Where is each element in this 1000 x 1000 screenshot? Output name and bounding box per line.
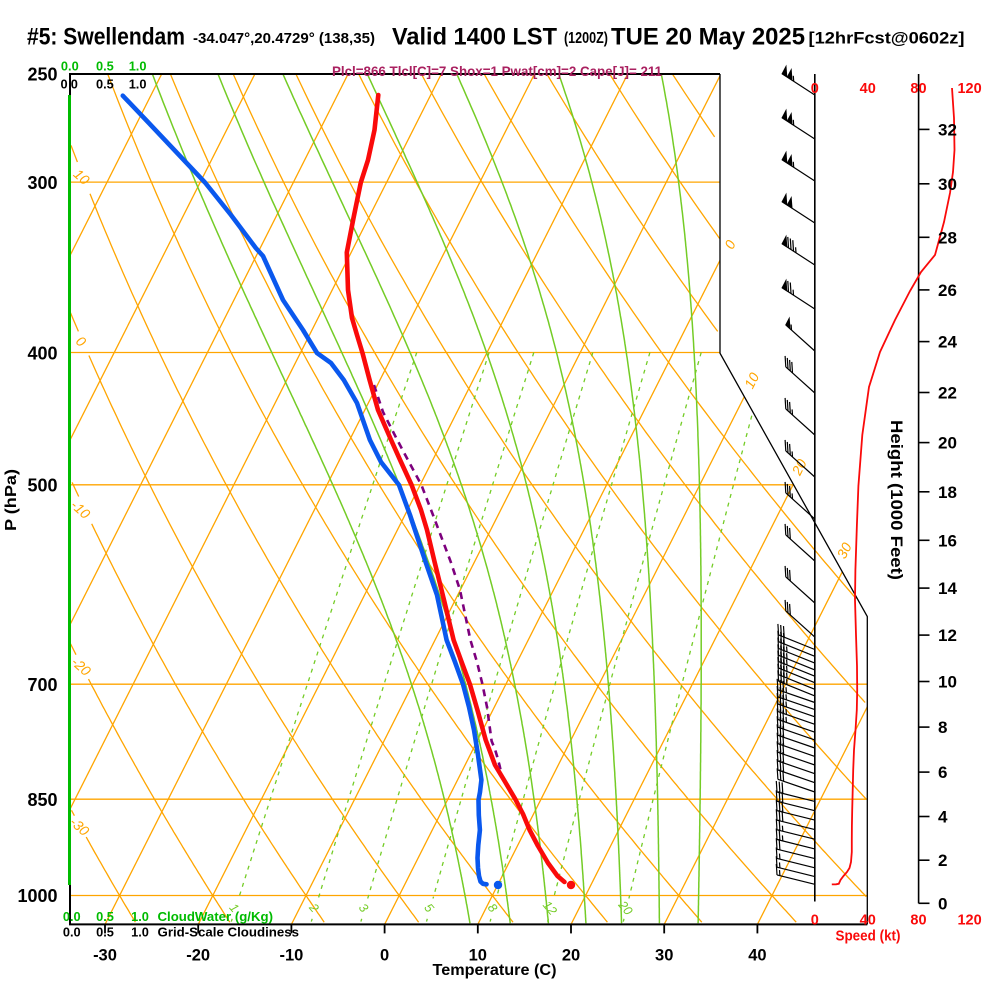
svg-text:2: 2	[938, 851, 947, 870]
svg-text:26: 26	[938, 281, 957, 300]
svg-text:0: 0	[811, 81, 819, 97]
svg-text:20: 20	[562, 947, 580, 965]
svg-text:120: 120	[957, 81, 981, 97]
svg-text:Temperature (C): Temperature (C)	[433, 962, 557, 979]
svg-text:-20: -20	[186, 947, 210, 965]
svg-text:1.0: 1.0	[129, 58, 147, 73]
svg-text:24: 24	[938, 333, 957, 352]
svg-text:0: 0	[380, 947, 389, 965]
svg-text:CloudWater (g/Kg): CloudWater (g/Kg)	[158, 909, 274, 924]
svg-text:30: 30	[833, 540, 854, 561]
svg-text:10: 10	[469, 947, 487, 965]
svg-text:120: 120	[957, 913, 981, 929]
svg-text:400: 400	[27, 343, 57, 363]
svg-text:TUE 20 May 2025: TUE 20 May 2025	[611, 24, 805, 51]
svg-text:40: 40	[860, 81, 876, 97]
svg-text:0.0: 0.0	[63, 925, 81, 940]
svg-text:1000: 1000	[17, 886, 57, 906]
svg-text:250: 250	[27, 64, 57, 84]
svg-text:30: 30	[938, 175, 957, 194]
svg-text:14: 14	[938, 579, 957, 598]
svg-text:-34.047°,20.4729° (138,35): -34.047°,20.4729° (138,35)	[193, 31, 375, 47]
svg-text:#5: Swellendam: #5: Swellendam	[27, 24, 185, 51]
svg-text:0.5: 0.5	[96, 58, 114, 73]
svg-text:18: 18	[938, 483, 957, 502]
svg-text:Height (1000 Feet): Height (1000 Feet)	[887, 420, 906, 580]
svg-text:0.5: 0.5	[96, 925, 114, 940]
svg-text:1.0: 1.0	[129, 77, 147, 92]
svg-text:P (hPa): P (hPa)	[3, 469, 20, 531]
svg-text:[12hrFcst@0602z]: [12hrFcst@0602z]	[809, 30, 965, 48]
svg-text:Plcl=866 Tlcl[C]=7 Shox=1 Pwat: Plcl=866 Tlcl[C]=7 Shox=1 Pwat[cm]=2 Cap…	[332, 64, 662, 79]
svg-text:32: 32	[938, 120, 957, 139]
svg-text:300: 300	[27, 173, 57, 193]
svg-text:0.5: 0.5	[96, 909, 114, 924]
svg-text:0.5: 0.5	[96, 77, 114, 92]
svg-text:0: 0	[811, 913, 819, 929]
svg-text:850: 850	[27, 790, 57, 810]
svg-text:20: 20	[938, 434, 957, 453]
svg-text:8: 8	[938, 718, 947, 737]
svg-text:40: 40	[860, 913, 876, 929]
svg-text:40: 40	[748, 947, 766, 965]
svg-text:10: 10	[741, 370, 762, 391]
svg-text:1.0: 1.0	[131, 909, 149, 924]
svg-text:-30: -30	[93, 947, 117, 965]
svg-text:12: 12	[938, 626, 957, 645]
svg-text:Grid-Scale Cloudiness: Grid-Scale Cloudiness	[158, 925, 300, 940]
svg-text:22: 22	[938, 384, 957, 403]
svg-text:20: 20	[788, 456, 810, 478]
svg-text:80: 80	[910, 913, 926, 929]
svg-text:(1200Z): (1200Z)	[564, 30, 608, 47]
svg-text:0: 0	[938, 894, 947, 913]
svg-text:6: 6	[938, 763, 947, 782]
svg-text:Speed (kt): Speed (kt)	[836, 929, 901, 945]
svg-text:28: 28	[938, 228, 957, 247]
svg-text:10: 10	[938, 673, 957, 692]
svg-text:0: 0	[61, 77, 68, 92]
svg-text:-10: -10	[279, 947, 303, 965]
svg-text:500: 500	[27, 475, 57, 495]
svg-text:0.0: 0.0	[61, 58, 79, 73]
svg-text:Valid 1400 LST: Valid 1400 LST	[392, 24, 557, 51]
svg-text:0.0: 0.0	[63, 909, 81, 924]
svg-text:30: 30	[655, 947, 673, 965]
svg-text:4: 4	[938, 808, 948, 827]
svg-text:1.0: 1.0	[131, 925, 149, 940]
svg-text:700: 700	[27, 675, 57, 695]
svg-text:0: 0	[71, 77, 78, 92]
svg-text:16: 16	[938, 531, 957, 550]
svg-text:80: 80	[910, 81, 926, 97]
